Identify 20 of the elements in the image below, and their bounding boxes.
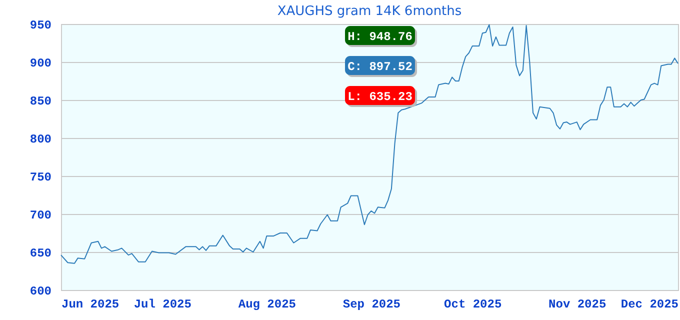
x-tick-label: Aug 2025	[238, 298, 296, 312]
x-tick-label: Jul 2025	[134, 298, 192, 312]
y-tick-label: 700	[30, 208, 52, 222]
x-tick-label: Nov 2025	[548, 298, 606, 312]
y-tick-label: 900	[30, 56, 52, 70]
y-tick-label: 650	[30, 246, 52, 260]
annotation: L: 635.23	[348, 90, 412, 104]
chart-title: XAUGHS gram 14K 6months	[277, 4, 462, 19]
y-tick-label: 750	[30, 170, 52, 184]
y-tick-label: 800	[30, 132, 52, 146]
line-series	[60, 24, 678, 264]
x-tick-label: Jun 2025	[62, 298, 120, 312]
x-tick-label: Dec 2025	[620, 298, 678, 312]
y-tick-label: 850	[30, 94, 52, 108]
annotation: H: 948.76	[348, 30, 412, 44]
y-tick-label: 950	[30, 18, 52, 32]
x-tick-label: Oct 2025	[444, 298, 502, 312]
x-tick-label: Sep 2025	[342, 298, 400, 312]
annotation: C: 897.52	[348, 60, 412, 74]
y-tick-label: 600	[30, 284, 52, 298]
